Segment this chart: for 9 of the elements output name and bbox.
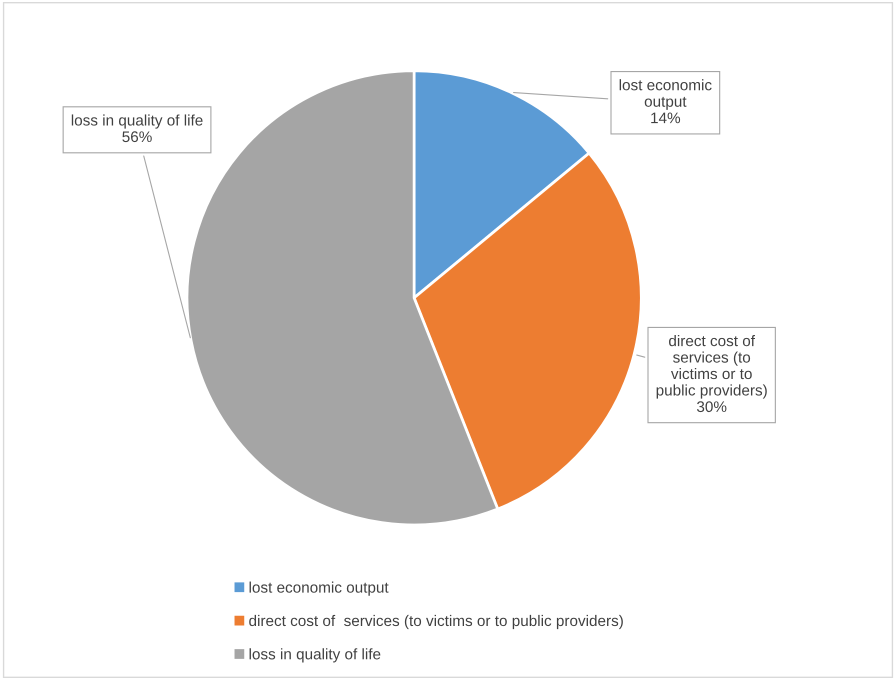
slice-label: lost economic output [620, 79, 712, 110]
data-label: 14% [651, 112, 680, 124]
legend-label: lost economic output [250, 582, 389, 596]
legend-label: loss in quality of life [250, 648, 380, 662]
slice-label: direct cost of services (to victims or to public providers) [656, 335, 767, 399]
data-label: 30% [696, 401, 726, 412]
slice-label: loss in quality of life [72, 114, 203, 129]
legend-label: direct cost of services (to victims or to public providers) [249, 614, 623, 630]
data-label: 56% [122, 131, 152, 142]
